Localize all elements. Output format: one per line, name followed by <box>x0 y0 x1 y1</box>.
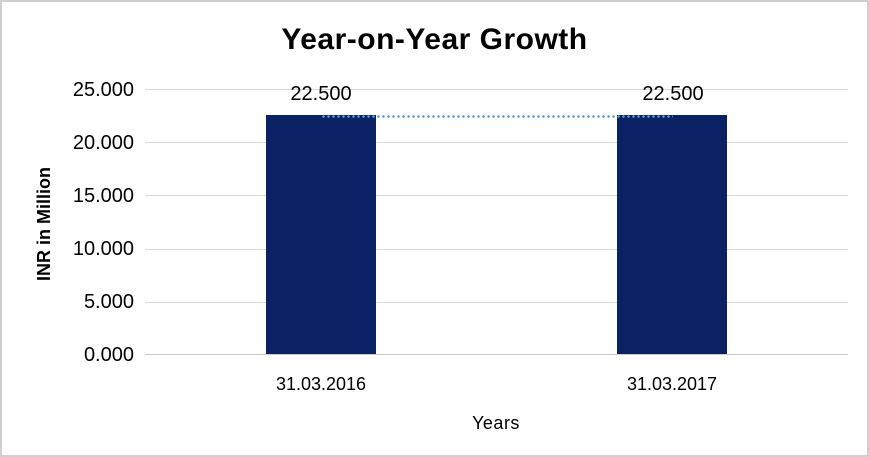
y-tick-label-25000: 25.000 <box>72 79 134 101</box>
y-tick-label-15000: 15.000 <box>72 185 134 207</box>
chart-title: Year-on-Year Growth <box>281 23 588 56</box>
y-tick-label-10000: 10.000 <box>72 238 134 260</box>
x-axis-line <box>145 354 848 355</box>
y-tick-label-0: 0.000 <box>83 344 134 366</box>
y-tick-label-20000: 20.000 <box>72 132 134 154</box>
bar-31-03-2017 <box>617 115 727 354</box>
data-label-2016: 22.500 <box>290 83 352 105</box>
x-axis-title: Years <box>472 413 520 433</box>
plot-area <box>145 89 848 355</box>
bar-31-03-2016 <box>266 115 376 354</box>
x-category-label-2017: 31.03.2017 <box>626 374 718 394</box>
y-axis-title: INR in Million <box>34 167 54 281</box>
x-category-label-2016: 31.03.2016 <box>275 374 367 394</box>
gridline-5000 <box>145 302 848 303</box>
dotted-trend-line <box>321 115 673 118</box>
gridline-10000 <box>145 249 848 250</box>
data-label-2017: 22.500 <box>642 83 704 105</box>
gridline-25000 <box>145 89 848 90</box>
gridline-15000 <box>145 195 848 196</box>
y-tick-label-5000: 5.000 <box>83 291 134 313</box>
gridline-20000 <box>145 142 848 143</box>
